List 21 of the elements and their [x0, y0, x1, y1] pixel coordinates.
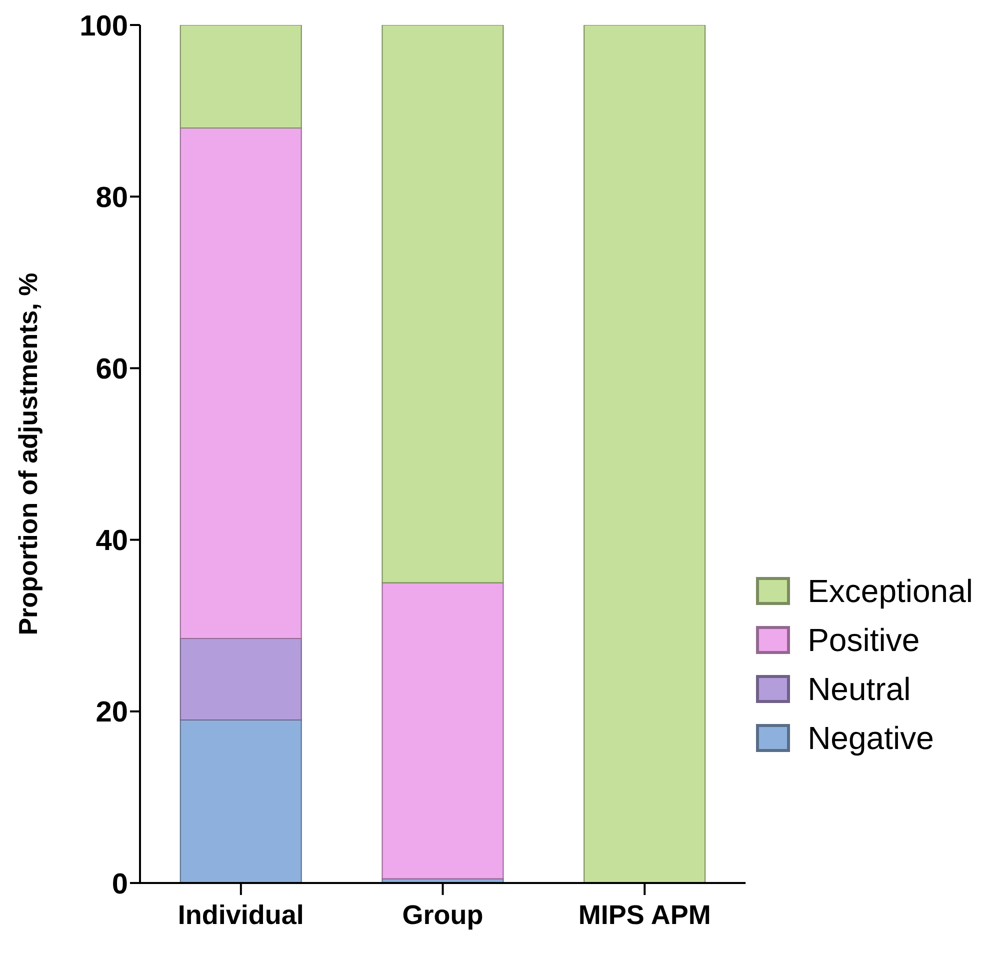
bar — [382, 25, 504, 584]
y-tick-label: 20 — [96, 696, 128, 729]
legend-label: Exceptional — [808, 572, 973, 610]
legend-label: Positive — [808, 622, 920, 658]
y-tick-label: 100 — [80, 10, 128, 42]
bar — [382, 582, 504, 880]
y-tick-label: 80 — [96, 182, 128, 214]
bar — [180, 127, 302, 639]
y-axis-title: Proportion of adjustments, % — [13, 272, 44, 636]
x-tick-label: Individual — [178, 900, 304, 930]
legend-label: Neutral — [808, 670, 911, 708]
bar — [584, 25, 706, 883]
bar — [180, 25, 302, 128]
y-tick-label: 60 — [96, 353, 128, 386]
x-tick-label: Group — [402, 900, 484, 930]
legend-label: Negative — [808, 720, 934, 756]
y-tick-label: 0 — [112, 868, 128, 900]
y-tick-label: 40 — [96, 525, 128, 558]
bar — [180, 719, 302, 883]
x-tick-label: MIPS APM — [578, 900, 711, 930]
bar — [180, 638, 302, 720]
